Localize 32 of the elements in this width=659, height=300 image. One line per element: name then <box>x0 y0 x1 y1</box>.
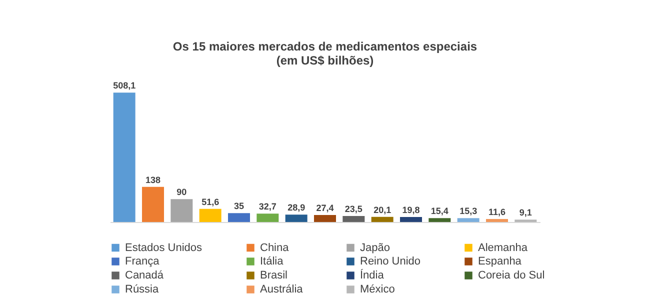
legend-label: Alemanha <box>478 242 528 254</box>
data-label: 23,5 <box>344 204 362 214</box>
data-label: 138 <box>145 174 161 185</box>
data-label: 90 <box>176 187 187 198</box>
legend-label: Canadá <box>125 270 164 282</box>
legend-label: Rússia <box>125 284 160 296</box>
data-label: 19,8 <box>402 204 420 215</box>
data-label: 28,9 <box>288 202 306 213</box>
legend-label: Japão <box>360 242 390 254</box>
legend-label: França <box>125 256 160 268</box>
data-label: 15,4 <box>430 206 448 216</box>
text: (em US$ bilhões) <box>276 54 374 68</box>
data-label: 27,4 <box>316 203 334 214</box>
legend-label: Índia <box>360 268 385 282</box>
legend-label: Espanha <box>478 256 522 268</box>
legend-label: Coreia do Sul <box>478 270 545 282</box>
legend-label: Brasil <box>260 270 288 282</box>
legend-label: Austrália <box>260 284 304 296</box>
legend-label: México <box>360 284 395 296</box>
data-label: 32,7 <box>258 202 276 212</box>
data-label: 51,6 <box>202 196 220 207</box>
legend-label: Estados Unidos <box>125 242 203 254</box>
data-label: 35 <box>234 201 244 212</box>
data-label: 11,6 <box>488 207 506 218</box>
data-label: 9,1 <box>519 208 532 218</box>
text: Os 15 maiores mercados de medicamentos especiais <box>172 40 478 54</box>
data-label: 508,1 <box>113 80 136 91</box>
data-label: 20,1 <box>374 204 392 215</box>
legend-label: China <box>260 242 290 254</box>
legend-label: Itália <box>260 256 284 268</box>
data-label: 15,3 <box>460 206 478 216</box>
legend-label: Reino Unido <box>360 256 421 268</box>
